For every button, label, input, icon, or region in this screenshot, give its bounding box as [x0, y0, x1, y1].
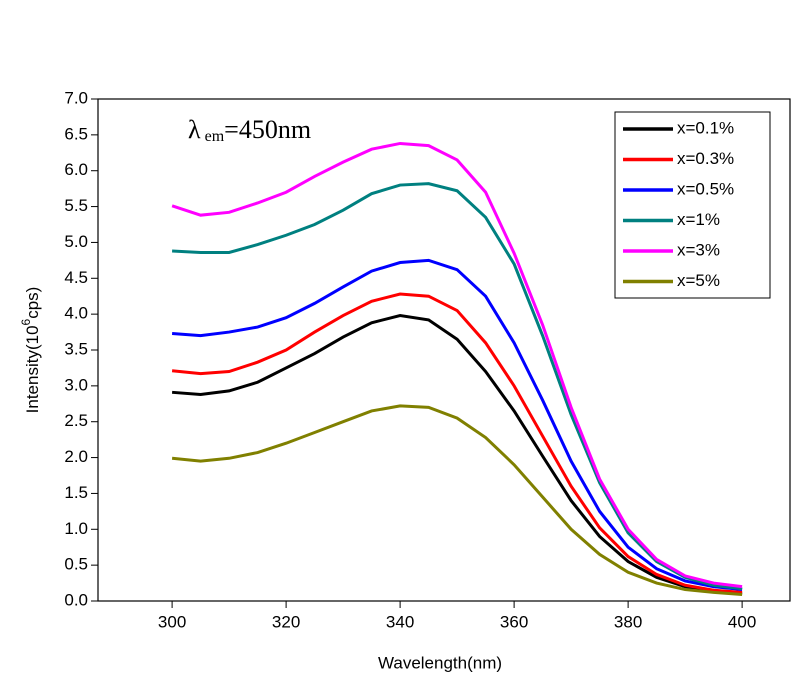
x-tick-label: 300: [158, 612, 186, 631]
legend-label: x=3%: [677, 240, 720, 259]
annotation-sub: em: [205, 128, 225, 145]
annotation: λ em=450nm: [188, 115, 311, 145]
series-line: [171, 258, 743, 592]
y-tick-label: 4.5: [64, 268, 88, 287]
series-line: [171, 404, 743, 597]
y-axis-label: Intensity(106cps): [19, 287, 42, 414]
x-axis-label: Wavelength(nm): [378, 653, 502, 672]
y-tick-label: 3.0: [64, 375, 88, 394]
legend-label: x=0.1%: [677, 118, 734, 137]
legend-box: [614, 111, 771, 299]
x-tick-label: 320: [272, 612, 300, 631]
y-label-part: cps): [23, 287, 42, 319]
y-tick-label: 6.5: [64, 124, 88, 143]
series-line: [171, 314, 743, 596]
y-tick-label: 1.5: [64, 483, 88, 502]
x-tick-label: 400: [728, 612, 756, 631]
legend-label: x=1%: [677, 210, 720, 229]
y-tick-label: 5.5: [64, 196, 88, 215]
y-label-part: Intensity(10: [23, 325, 42, 413]
legend-label: x=0.3%: [677, 149, 734, 168]
x-tick-label: 380: [614, 612, 642, 631]
y-tick-label: 4.0: [64, 304, 88, 323]
y-tick-label: 1.0: [64, 519, 88, 538]
x-tick-label: 360: [500, 612, 528, 631]
plot-frame: [97, 98, 791, 602]
y-tick-label: 2.0: [64, 447, 88, 466]
legend-label: x=0.5%: [677, 179, 734, 198]
y-tick-label: 0.0: [64, 590, 88, 609]
annotation-part: =450nm: [224, 115, 311, 144]
series-line: [172, 182, 743, 591]
y-tick-label: 3.5: [64, 339, 88, 358]
y-label-sup: 6: [19, 318, 33, 325]
y-tick-label: 6.0: [64, 160, 88, 179]
y-tick-label: 2.5: [64, 411, 88, 430]
legend-label: x=5%: [677, 271, 720, 290]
series-line: [171, 292, 743, 594]
y-tick-label: 0.5: [64, 555, 88, 574]
series-line: [171, 141, 743, 589]
x-tick-label: 340: [386, 612, 414, 631]
y-tick-label: 5.0: [64, 232, 88, 251]
annotation-part: λ: [188, 115, 201, 144]
y-tick-label: 7.0: [64, 88, 88, 107]
